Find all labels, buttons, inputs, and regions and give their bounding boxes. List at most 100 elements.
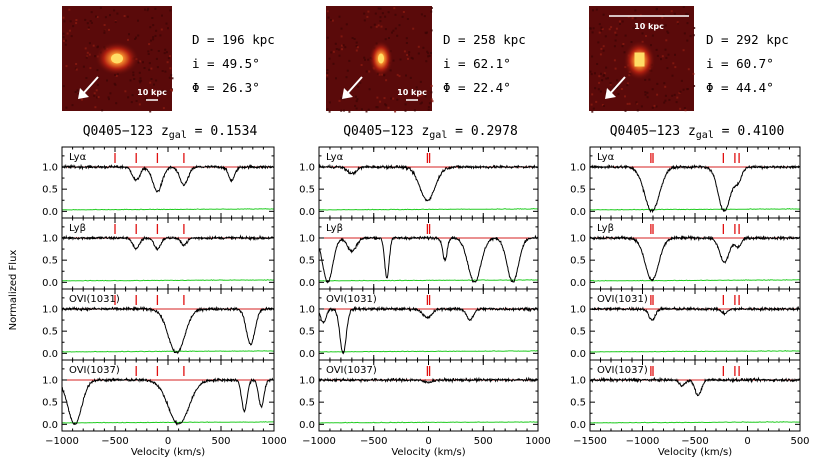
galaxy-param-1: D = 258 kpc: [443, 32, 526, 47]
ion-label: Lyβ: [597, 223, 614, 234]
subplot-2: Lyβ 0.0 0.5 1.0: [570, 217, 801, 290]
error-spectrum: [319, 350, 538, 353]
error-spectrum: [319, 279, 538, 282]
error-spectrum: [319, 207, 538, 211]
ion-label: OVI(1037): [69, 365, 120, 376]
flux-spectrum: [62, 377, 274, 426]
y-tick-label: 1.0: [42, 304, 58, 315]
subplot-1: Lyα 0.0 0.5 1.0: [42, 146, 275, 219]
x-tick-label: −500: [360, 436, 387, 447]
x-tick-label: −500: [101, 436, 128, 447]
y-tick-label: 1.0: [42, 233, 58, 244]
x-tick-label: 1000: [261, 436, 286, 447]
y-tick-label: 0.0: [42, 420, 58, 431]
x-tick-label: 500: [790, 436, 809, 447]
y-tick-label: 0.5: [299, 327, 315, 338]
x-axis-label: Velocity (km/s): [391, 447, 465, 458]
galaxy-param-2: i = 49.5°: [192, 56, 260, 71]
subplot-2: Lyβ 0.0 0.5 1.0: [42, 217, 275, 290]
panel-title: Q0405−123 zgal = 0.1534: [83, 124, 258, 141]
flux-spectrum: [319, 376, 538, 385]
error-spectrum: [62, 350, 274, 353]
ion-label: Lyα: [69, 152, 87, 163]
y-tick-label: 0.0: [42, 207, 58, 218]
y-tick-label: 0.5: [570, 256, 586, 267]
x-tick-label: 0: [425, 436, 431, 447]
error-spectrum: [590, 421, 800, 424]
y-tick-label: 0.5: [42, 398, 58, 409]
error-spectrum: [62, 279, 274, 282]
subplot-3: OVI(1031) 0.0 0.5 1.0: [570, 288, 801, 361]
panel-1: 10 kpc D = 196 kpc i = 49.5° Φ = 26.3° Q0405…: [42, 6, 287, 458]
error-spectrum: [590, 208, 800, 211]
y-tick-label: 0.5: [570, 398, 586, 409]
subplot-frame: [61, 217, 275, 290]
y-tick-label: 1.0: [570, 233, 586, 244]
y-tick-label: 1.0: [299, 233, 315, 244]
ion-label: OVI(1031): [597, 294, 648, 305]
y-tick-label: 0.5: [570, 185, 586, 196]
subplot-4: OVI(1037) 0.0 0.5 1.0: [570, 359, 801, 432]
ion-label: OVI(1031): [326, 294, 377, 305]
y-tick-label: 1.0: [42, 162, 58, 173]
y-axis-label: Normalized Flux: [8, 250, 19, 331]
panel-title: Q0405−123 zgal = 0.4100: [610, 124, 785, 141]
galaxy-param-2: i = 62.1°: [443, 56, 511, 71]
image-noise: [62, 6, 174, 113]
x-tick-label: 1000: [525, 436, 550, 447]
x-tick-label: −1500: [573, 436, 607, 447]
y-tick-label: 0.0: [299, 349, 315, 360]
subplot-3: OVI(1031) 0.0 0.5 1.0: [42, 288, 275, 361]
subplot-frame: [318, 217, 539, 290]
galaxy-param-3: Φ = 44.4°: [706, 80, 774, 95]
y-tick-label: 0.0: [299, 420, 315, 431]
y-tick-label: 0.5: [299, 398, 315, 409]
x-axis-label: Velocity (km/s): [131, 447, 205, 458]
flux-spectrum: [590, 164, 800, 214]
ion-label: OVI(1031): [69, 294, 120, 305]
subplot-frame: [318, 146, 539, 219]
y-tick-label: 0.0: [570, 420, 586, 431]
y-tick-label: 1.0: [570, 162, 586, 173]
x-tick-label: 500: [211, 436, 230, 447]
flux-spectrum: [319, 163, 538, 202]
y-tick-label: 0.0: [299, 278, 315, 289]
subplot-4: OVI(1037) 0.0 0.5 1.0: [299, 359, 539, 432]
subplot-frame: [589, 217, 801, 290]
y-tick-label: 0.0: [299, 207, 315, 218]
panel-2: 10 kpc D = 258 kpc i = 62.1° Φ = 22.4° Q0405…: [299, 6, 551, 458]
error-spectrum: [62, 421, 274, 424]
y-tick-label: 1.0: [299, 304, 315, 315]
subplot-4: OVI(1037) 0.0 0.5 1.0: [42, 359, 275, 432]
y-tick-label: 0.5: [42, 327, 58, 338]
y-tick-label: 0.5: [42, 256, 58, 267]
y-tick-label: 0.0: [42, 349, 58, 360]
galaxy-core: [378, 53, 384, 64]
x-tick-label: −1000: [302, 436, 336, 447]
error-spectrum: [590, 279, 800, 282]
galaxy-param-1: D = 292 kpc: [706, 32, 789, 47]
arrow-head-icon: [605, 88, 616, 99]
error-spectrum: [319, 421, 538, 424]
flux-spectrum: [590, 234, 800, 282]
x-tick-label: −1000: [45, 436, 79, 447]
y-tick-label: 0.0: [570, 278, 586, 289]
arrow-head-icon: [78, 88, 89, 99]
subplot-1: Lyα 0.0 0.5 1.0: [299, 146, 539, 219]
y-tick-label: 0.5: [299, 185, 315, 196]
x-tick-label: −500: [681, 436, 708, 447]
galaxy-core: [111, 53, 123, 64]
y-tick-label: 0.5: [570, 327, 586, 338]
flux-spectrum: [590, 305, 800, 321]
scale-bar-label: 10 kpc: [397, 88, 427, 97]
ion-label: OVI(1037): [597, 365, 648, 376]
subplot-frame: [61, 146, 275, 219]
flux-spectrum: [319, 305, 538, 355]
subplot-2: Lyβ 0.0 0.5 1.0: [299, 217, 539, 290]
y-tick-label: 0.0: [42, 278, 58, 289]
flux-spectrum: [62, 163, 274, 193]
galaxy-param-3: Φ = 26.3°: [192, 80, 260, 95]
y-tick-label: 0.5: [42, 185, 58, 196]
flux-spectrum: [590, 376, 800, 397]
